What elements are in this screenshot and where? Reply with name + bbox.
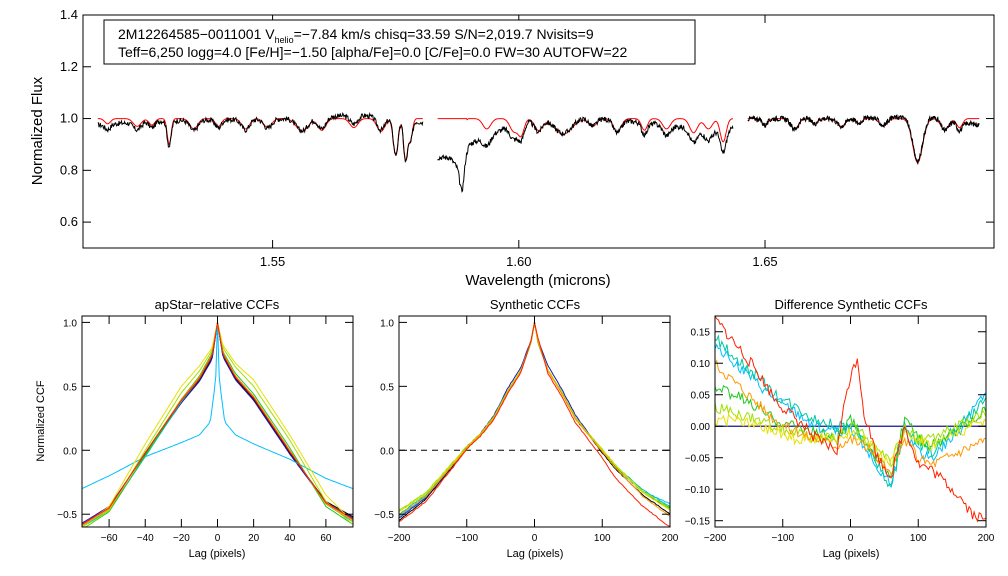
- spectrum-axes-frame: [82, 14, 995, 249]
- y-tick-label: 1.0: [63, 318, 77, 329]
- spectrum-ticks: 1.55 1.60 1.65 0.6 0.8 1.0 1.2 1.4: [60, 7, 994, 269]
- difference-ccf-xlabel: Lag (pixels): [823, 548, 880, 560]
- y-tick-label: 0.8: [60, 162, 78, 177]
- y-tick-label: 0.05: [691, 391, 711, 402]
- observed-spectrum-segment-2: [437, 116, 734, 193]
- legend-vhelio-subscript: helio: [275, 35, 294, 45]
- observed-spectrum-segment-1: [97, 111, 424, 163]
- x-tick-label: −100: [455, 533, 478, 544]
- x-tick-label: −40: [137, 533, 154, 544]
- legend-star-id: 2M12264585−0011001 V: [118, 26, 275, 42]
- x-tick-label: 200: [978, 533, 995, 544]
- y-tick-label: −0.10: [685, 485, 711, 496]
- x-tick-label: −100: [771, 533, 794, 544]
- apstar-ccf-panel: apStar−relative CCFs −60 −40 −20 0 20 40 60 −0.…: [35, 297, 354, 560]
- y-tick-label: −0.15: [685, 517, 711, 528]
- difference-ccf-title: Difference Synthetic CCFs: [775, 297, 928, 312]
- x-tick-label: 1.65: [752, 254, 777, 269]
- x-tick-label: 40: [284, 533, 296, 544]
- y-tick-label: 0.10: [691, 359, 711, 370]
- spectrum-panel: 1.55 1.60 1.65 0.6 0.8 1.0 1.2 1.4 Wavelength (…: [29, 7, 995, 289]
- synthetic-ccf-ticks: −200 −100 0 100 200 −0.5 0.0 0.5 1.0: [374, 316, 679, 544]
- y-tick-label: 0.0: [380, 446, 394, 457]
- y-tick-label: 0.00: [691, 422, 711, 433]
- x-tick-label: 0: [848, 533, 854, 544]
- apstar-ccf-xlabel: Lag (pixels): [189, 548, 246, 560]
- x-tick-label: −20: [173, 533, 190, 544]
- y-tick-label: −0.05: [685, 454, 711, 465]
- difference-ccf-plot-area: [714, 315, 987, 523]
- difference-ccf-panel: Difference Synthetic CCFs −200 −100 0 100 20…: [685, 297, 995, 560]
- x-tick-label: −200: [388, 533, 411, 544]
- x-tick-label: 1.55: [260, 254, 285, 269]
- spectrum-ylabel: Normalized Flux: [29, 76, 46, 185]
- y-tick-label: 1.4: [60, 7, 78, 22]
- x-tick-label: 100: [910, 533, 927, 544]
- spectrum-plot-area: [97, 111, 980, 193]
- ccf-series-visit-8: [714, 359, 987, 476]
- x-tick-label: 200: [662, 533, 679, 544]
- difference-ccf-ticks: −200 −100 0 100 200 −0.15 −0.10 −0.05 0.00 0.05 0.…: [685, 316, 995, 544]
- apstar-ccf-title: apStar−relative CCFs: [155, 297, 280, 312]
- observed-spectrum-segment-3: [747, 114, 980, 166]
- x-tick-label: 60: [320, 533, 332, 544]
- spectrum-legend-box: 2M12264585−0011001 Vhelio=−7.84 km/s chi…: [103, 19, 696, 65]
- x-tick-label: −200: [704, 533, 727, 544]
- x-tick-label: 1.60: [506, 254, 531, 269]
- legend-line-2: Teff=6,250 logg=4.0 [Fe/H]=−1.50 [alpha/…: [118, 44, 627, 60]
- y-tick-label: −0.5: [57, 510, 77, 521]
- ccf-series-visit-3: [714, 343, 987, 489]
- legend-stats: =−7.84 km/s chisq=33.59 S/N=2,019.7 Nvis…: [294, 26, 594, 42]
- ccf-series-visit-9: [714, 315, 987, 523]
- y-tick-label: 1.2: [60, 59, 78, 74]
- synthetic-ccf-xlabel: Lag (pixels): [507, 548, 564, 560]
- legend-frame: [103, 19, 696, 65]
- y-tick-label: 0.5: [380, 382, 394, 393]
- synthetic-ccf-panel: Synthetic CCFs −200 −100 0 100 200 −0.5 0.0 0.5…: [374, 297, 679, 560]
- synthetic-ccf-title: Synthetic CCFs: [490, 297, 581, 312]
- y-tick-label: 0.0: [63, 446, 77, 457]
- y-tick-label: 1.0: [60, 111, 78, 126]
- x-tick-label: 0: [532, 533, 538, 544]
- x-tick-label: 20: [248, 533, 260, 544]
- x-tick-label: 0: [215, 533, 221, 544]
- legend-line-1: 2M12264585−0011001 Vhelio=−7.84 km/s chi…: [118, 26, 594, 45]
- y-tick-label: 0.15: [691, 328, 711, 339]
- ccf-series-visit-6: [714, 402, 987, 468]
- apstar-ccf-ylabel: Normalized CCF: [35, 380, 47, 462]
- x-tick-label: −60: [101, 533, 118, 544]
- spectrum-xlabel: Wavelength (microns): [465, 272, 610, 289]
- apstar-ccf-ticks: −60 −40 −20 0 20 40 60 −0.5 0.0 0.5 1.0: [57, 316, 353, 544]
- y-tick-label: 0.5: [63, 382, 77, 393]
- y-tick-label: −0.5: [374, 510, 394, 521]
- y-tick-label: 0.6: [60, 214, 78, 229]
- y-tick-label: 1.0: [380, 318, 394, 329]
- x-tick-label: 100: [594, 533, 611, 544]
